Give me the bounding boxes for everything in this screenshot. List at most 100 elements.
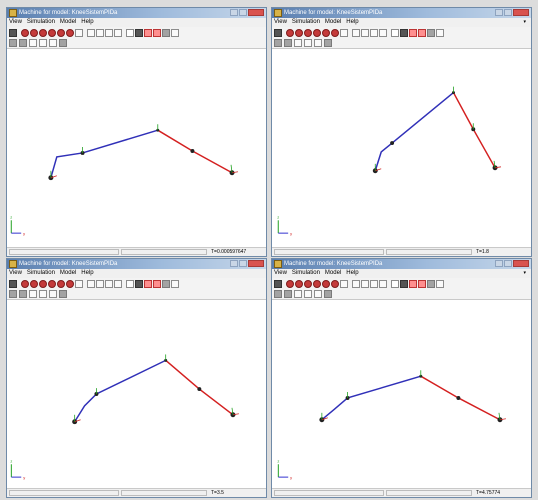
camera-icon[interactable] bbox=[39, 39, 47, 47]
settings-icon[interactable] bbox=[162, 279, 170, 288]
rotate-icon[interactable] bbox=[96, 279, 104, 288]
menu-view[interactable]: View bbox=[9, 270, 22, 276]
save-icon[interactable] bbox=[274, 279, 282, 288]
pan-icon[interactable] bbox=[370, 28, 378, 37]
gray-square-icon[interactable] bbox=[274, 39, 282, 47]
3d-viewport[interactable]: y z bbox=[272, 301, 531, 488]
select-icon[interactable] bbox=[87, 279, 95, 288]
menu-help[interactable]: Help bbox=[81, 270, 94, 276]
menu-view[interactable]: View bbox=[9, 19, 22, 25]
cube-iso-icon[interactable] bbox=[313, 279, 321, 288]
cube-iso-icon[interactable] bbox=[48, 279, 56, 288]
zoom-icon[interactable] bbox=[379, 28, 387, 37]
menu-help[interactable]: Help bbox=[81, 19, 94, 25]
menu-model[interactable]: Model bbox=[59, 270, 77, 276]
menu-view[interactable]: View bbox=[274, 270, 287, 276]
gray-square-icon[interactable] bbox=[19, 290, 27, 298]
clock-icon[interactable] bbox=[436, 28, 444, 37]
gray-square-icon[interactable] bbox=[284, 39, 292, 47]
frame-icon[interactable] bbox=[418, 28, 426, 37]
close-icon[interactable] bbox=[513, 9, 529, 16]
camera-icon[interactable] bbox=[304, 290, 312, 298]
menu-arrow-icon[interactable]: ▾ bbox=[523, 19, 526, 25]
camera-icon[interactable] bbox=[304, 39, 312, 47]
cube-iso-icon[interactable] bbox=[48, 28, 56, 37]
cube-back-icon[interactable] bbox=[322, 279, 330, 288]
gray-square-icon[interactable] bbox=[59, 290, 67, 298]
gray-square-icon[interactable] bbox=[9, 39, 17, 47]
view-icon[interactable] bbox=[29, 290, 37, 298]
gray-square-icon[interactable] bbox=[274, 290, 282, 298]
view-icon[interactable] bbox=[294, 39, 302, 47]
cube-front-icon[interactable] bbox=[21, 28, 29, 37]
minimize-icon[interactable] bbox=[230, 260, 238, 267]
frame-icon[interactable] bbox=[153, 279, 161, 288]
zoom-window-icon[interactable] bbox=[314, 39, 322, 47]
sphere-icon[interactable] bbox=[331, 279, 339, 288]
rotate-icon[interactable] bbox=[361, 28, 369, 37]
menu-simulation[interactable]: Simulation bbox=[291, 270, 320, 276]
gray-square-icon[interactable] bbox=[284, 290, 292, 298]
window-titlebar[interactable]: Machine for model: KneeSistemPIDa bbox=[272, 8, 531, 18]
menu-view[interactable]: View bbox=[274, 19, 287, 25]
zoom-window-icon[interactable] bbox=[314, 290, 322, 298]
cube-top-icon[interactable] bbox=[30, 28, 38, 37]
grid-icon[interactable] bbox=[75, 28, 83, 37]
cube-back-icon[interactable] bbox=[322, 28, 330, 37]
gray-square-icon[interactable] bbox=[324, 39, 332, 47]
play-icon[interactable] bbox=[126, 279, 134, 288]
menu-arrow-icon[interactable]: ▾ bbox=[523, 270, 526, 276]
menu-model[interactable]: Model bbox=[59, 19, 77, 25]
save-icon[interactable] bbox=[9, 279, 17, 288]
close-icon[interactable] bbox=[248, 260, 264, 267]
frame-icon[interactable] bbox=[153, 28, 161, 37]
cube-side-icon[interactable] bbox=[304, 279, 312, 288]
menu-help[interactable]: Help bbox=[346, 19, 359, 25]
play-icon[interactable] bbox=[391, 279, 399, 288]
zoom-window-icon[interactable] bbox=[49, 290, 57, 298]
cube-top-icon[interactable] bbox=[30, 279, 38, 288]
menu-simulation[interactable]: Simulation bbox=[291, 19, 320, 25]
grid-icon[interactable] bbox=[340, 28, 348, 37]
camera-icon[interactable] bbox=[39, 290, 47, 298]
record-icon[interactable] bbox=[409, 28, 417, 37]
3d-viewport[interactable]: y z bbox=[7, 50, 266, 247]
pan-icon[interactable] bbox=[370, 279, 378, 288]
cube-top-icon[interactable] bbox=[295, 28, 303, 37]
clock-icon[interactable] bbox=[171, 279, 179, 288]
minimize-icon[interactable] bbox=[495, 9, 503, 16]
gray-square-icon[interactable] bbox=[324, 290, 332, 298]
settings-icon[interactable] bbox=[162, 28, 170, 37]
zoom-icon[interactable] bbox=[379, 279, 387, 288]
zoom-window-icon[interactable] bbox=[49, 39, 57, 47]
zoom-icon[interactable] bbox=[114, 279, 122, 288]
zoom-icon[interactable] bbox=[114, 28, 122, 37]
3d-viewport[interactable]: y z bbox=[272, 50, 531, 247]
window-titlebar[interactable]: Machine for model: KneeSistemPIDa bbox=[7, 259, 266, 269]
play-icon[interactable] bbox=[126, 28, 134, 37]
sphere-icon[interactable] bbox=[66, 279, 74, 288]
stop-icon[interactable] bbox=[400, 279, 408, 288]
maximize-icon[interactable] bbox=[239, 9, 247, 16]
sphere-icon[interactable] bbox=[66, 28, 74, 37]
frame-icon[interactable] bbox=[418, 279, 426, 288]
close-icon[interactable] bbox=[248, 9, 264, 16]
minimize-icon[interactable] bbox=[495, 260, 503, 267]
gray-square-icon[interactable] bbox=[9, 290, 17, 298]
save-icon[interactable] bbox=[9, 28, 17, 37]
maximize-icon[interactable] bbox=[504, 9, 512, 16]
view-icon[interactable] bbox=[29, 39, 37, 47]
cube-top-icon[interactable] bbox=[295, 279, 303, 288]
grid-icon[interactable] bbox=[340, 279, 348, 288]
window-titlebar[interactable]: Machine for model: KneeSistemPIDa bbox=[7, 8, 266, 18]
rotate-icon[interactable] bbox=[361, 279, 369, 288]
menu-model[interactable]: Model bbox=[324, 270, 342, 276]
rotate-icon[interactable] bbox=[96, 28, 104, 37]
settings-icon[interactable] bbox=[427, 279, 435, 288]
cube-back-icon[interactable] bbox=[57, 28, 65, 37]
pan-icon[interactable] bbox=[105, 28, 113, 37]
stop-icon[interactable] bbox=[135, 28, 143, 37]
view-icon[interactable] bbox=[294, 290, 302, 298]
cube-back-icon[interactable] bbox=[57, 279, 65, 288]
window-titlebar[interactable]: Machine for model: KneeSistemPIDa bbox=[272, 259, 531, 269]
